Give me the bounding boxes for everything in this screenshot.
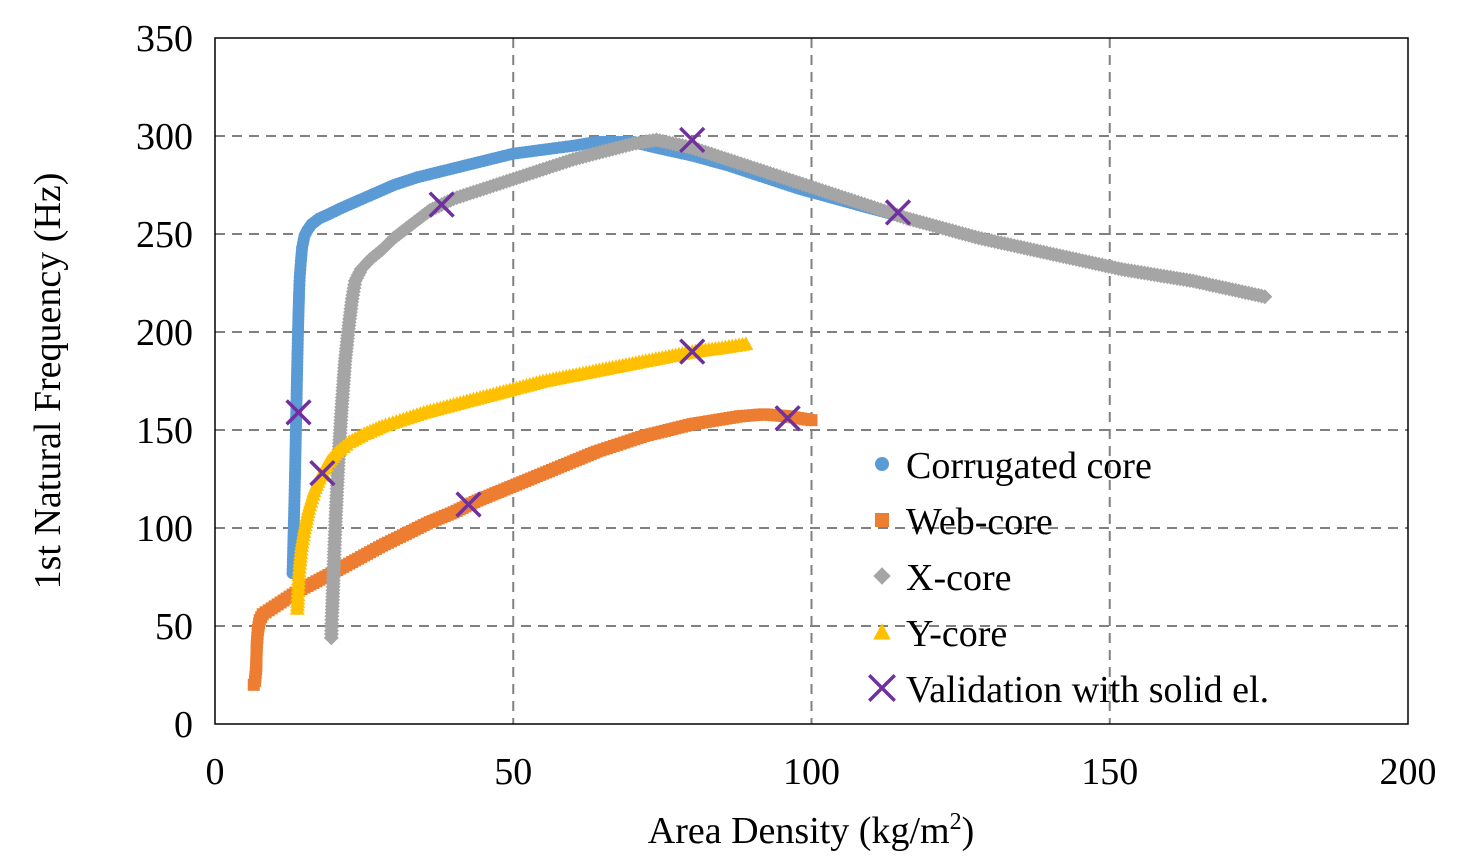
- legend-marker-validation-with-solid-el: [868, 674, 896, 702]
- data-point-validation-with-solid-el: [309, 459, 336, 487]
- y-tick-label: 300: [136, 116, 193, 158]
- legend-label-web-core: Web-core: [906, 501, 1053, 543]
- series-corrugated-core: [286, 135, 907, 580]
- legend-marker-y-core: [873, 623, 891, 640]
- legend-label-validation-with-solid-el: Validation with solid el.: [906, 669, 1269, 711]
- y-tick-label: 150: [136, 410, 193, 452]
- x-axis-title-superscript: 2: [950, 809, 962, 835]
- y-axis-title: 1st Natural Frequency (Hz): [27, 173, 69, 590]
- data-point-web-core: [805, 414, 818, 427]
- x-tick-label: 50: [494, 751, 532, 793]
- data-point-validation-with-solid-el: [679, 338, 706, 365]
- tick-labels: 0 50 100 150 200 0 50 100 150 200 250 300 350: [136, 18, 1437, 793]
- grid-lines: [215, 38, 1408, 724]
- x-tick-label: 200: [1380, 751, 1437, 793]
- y-tick-label: 200: [136, 312, 193, 354]
- data-point-validation-with-solid-el: [774, 405, 801, 432]
- y-tick-label: 350: [136, 18, 193, 60]
- legend-label-x-core: X-core: [906, 557, 1011, 599]
- data-point-validation-with-solid-el: [884, 199, 912, 226]
- x-axis-title-main: Area Density (kg/m: [648, 810, 950, 852]
- data-point-validation-with-solid-el: [455, 491, 482, 518]
- x-axis-title: Area Density (kg/m2): [648, 809, 974, 852]
- legend-label-corrugated-core: Corrugated core: [906, 445, 1152, 487]
- x-axis-title-tail: ): [962, 810, 975, 852]
- x-tick-label: 0: [206, 751, 225, 793]
- data-point-validation-with-solid-el: [428, 191, 455, 218]
- y-tick-label: 0: [174, 704, 193, 746]
- series-layer: [247, 126, 1273, 691]
- series-validation-with-solid-el: [285, 126, 912, 518]
- legend-marker-x-core: [873, 567, 891, 585]
- data-point-x-core: [1257, 289, 1273, 305]
- y-tick-label: 50: [155, 606, 193, 648]
- y-tick-label: 100: [136, 508, 193, 550]
- legend-marker-corrugated-core: [875, 457, 889, 471]
- y-tick-label: 250: [136, 214, 193, 256]
- legend-marker-web-core: [875, 513, 889, 527]
- legend: Corrugated core Web-core X-core Y-core Valid…: [868, 445, 1269, 711]
- data-point-validation-with-solid-el: [285, 399, 312, 426]
- legend-label-y-core: Y-core: [906, 613, 1007, 655]
- series-x-core: [323, 132, 1273, 646]
- x-tick-label: 150: [1081, 751, 1138, 793]
- plot-area-frame: [214, 37, 1409, 725]
- data-point-validation-with-solid-el: [679, 126, 706, 154]
- data-point-y-core: [738, 336, 754, 351]
- x-tick-label: 100: [783, 751, 840, 793]
